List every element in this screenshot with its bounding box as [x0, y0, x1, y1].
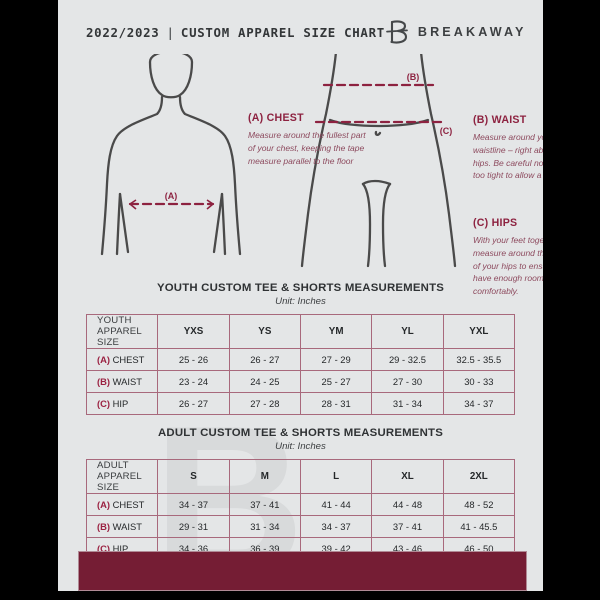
- youth-cell: 34 - 37: [442, 392, 516, 415]
- table-row: (A) CHEST 34 - 37 37 - 41 41 - 44 44 - 4…: [85, 493, 516, 516]
- youth-cell: 29 - 32.5: [371, 348, 444, 371]
- adult-header-label: ADULT APPAREL SIZE: [85, 459, 159, 494]
- youth-size-header: YXS: [157, 314, 230, 349]
- adult-cell: 37 - 41: [228, 493, 301, 516]
- adult-row-label: (A) CHEST: [85, 493, 159, 516]
- brand-logo: BREAKAWAY: [385, 18, 527, 46]
- measurement-diagram: (A) (B) (C) (A) CHEST Measure around the…: [58, 54, 543, 296]
- footer-bar: [78, 551, 527, 591]
- adult-size-header: S: [157, 459, 230, 494]
- table-row: (C) HIP 26 - 27 27 - 28 28 - 31 31 - 34 …: [85, 392, 516, 415]
- row-label-text: WAIST: [112, 521, 142, 532]
- callout-hips-body: With your feet together, measure around …: [473, 235, 543, 296]
- adult-size-table: ADULT APPAREL SIZE S M L XL 2XL (A) CHES…: [85, 459, 516, 560]
- youth-cell: 27 - 29: [299, 348, 373, 371]
- youth-header-row: YOUTH APPAREL SIZE YXS YS YM YL YXL: [85, 314, 516, 349]
- hips-line-label: (C): [440, 126, 453, 136]
- youth-table-title: YOUTH CUSTOM TEE & SHORTS MEASUREMENTS: [156, 282, 445, 294]
- row-tag: (B): [97, 521, 111, 532]
- youth-cell: 26 - 27: [228, 348, 301, 371]
- adult-cell: 29 - 31: [157, 515, 230, 538]
- row-tag: (A): [97, 499, 111, 510]
- brand-name: BREAKAWAY: [417, 25, 527, 39]
- youth-table-body: YOUTH APPAREL SIZE YXS YS YM YL YXL (A) …: [85, 314, 516, 415]
- callout-waist: (B) WAIST Measure around your natural wa…: [473, 114, 543, 182]
- adult-cell: 34 - 37: [157, 493, 230, 516]
- adult-header-row: ADULT APPAREL SIZE S M L XL 2XL: [85, 459, 516, 494]
- youth-size-header: YXL: [442, 314, 516, 349]
- youth-cell: 30 - 33: [442, 370, 516, 393]
- size-chart-page: B 2022/2023 | CUSTOM APPAREL SIZE CHART …: [58, 0, 543, 591]
- callout-chest-title: (A) CHEST: [248, 112, 304, 124]
- adult-cell: 37 - 41: [371, 515, 444, 538]
- adult-table-unit: Unit: Inches: [275, 441, 326, 452]
- youth-cell: 27 - 28: [228, 392, 301, 415]
- row-tag: (C): [97, 398, 111, 409]
- youth-cell: 28 - 31: [299, 392, 373, 415]
- body-figures-svg: (A) (B) (C): [100, 54, 457, 268]
- youth-header-label: YOUTH APPAREL SIZE: [85, 314, 159, 349]
- header-separator: |: [166, 24, 174, 40]
- adult-section: ADULT CUSTOM TEE & SHORTS MEASUREMENTS U…: [58, 427, 543, 560]
- youth-cell: 27 - 30: [371, 370, 444, 393]
- callout-waist-title: (B) WAIST: [473, 114, 527, 126]
- adult-cell: 41 - 45.5: [442, 515, 516, 538]
- youth-cell: 26 - 27: [157, 392, 230, 415]
- table-row: (B) WAIST 23 - 24 24 - 25 25 - 27 27 - 3…: [85, 370, 516, 393]
- row-label-text: WAIST: [112, 376, 142, 387]
- youth-size-header: YS: [228, 314, 301, 349]
- page-title: CUSTOM APPAREL SIZE CHART: [180, 24, 385, 40]
- callout-chest: (A) CHEST Measure around the fullest par…: [248, 112, 368, 167]
- callout-chest-body: Measure around the fullest part of your …: [248, 130, 366, 166]
- adult-table-body: ADULT APPAREL SIZE S M L XL 2XL (A) CHES…: [85, 459, 516, 560]
- youth-cell: 25 - 27: [299, 370, 373, 393]
- youth-row-label: (C) HIP: [85, 392, 159, 415]
- adult-cell: 34 - 37: [299, 515, 373, 538]
- page-header: 2022/2023 | CUSTOM APPAREL SIZE CHART BR…: [58, 0, 543, 52]
- row-tag: (B): [97, 376, 111, 387]
- youth-cell: 31 - 34: [371, 392, 444, 415]
- row-label-text: CHEST: [112, 354, 145, 365]
- youth-cell: 25 - 26: [157, 348, 230, 371]
- row-label-text: HIP: [112, 398, 129, 409]
- youth-row-label: (A) CHEST: [85, 348, 159, 371]
- youth-cell: 23 - 24: [157, 370, 230, 393]
- table-row: (A) CHEST 25 - 26 26 - 27 27 - 29 29 - 3…: [85, 348, 516, 371]
- upper-body-outline: [100, 54, 242, 256]
- row-label-text: HIP: [112, 543, 129, 554]
- chest-measure-line: [128, 199, 215, 210]
- adult-size-header: XL: [371, 459, 444, 494]
- youth-size-header: YM: [299, 314, 373, 349]
- youth-cell: 32.5 - 35.5: [442, 348, 516, 371]
- youth-size-header: YL: [371, 314, 444, 349]
- header-season: 2022/2023: [86, 24, 160, 40]
- adult-cell: 41 - 44: [299, 493, 373, 516]
- row-tag: (A): [97, 354, 111, 365]
- youth-table-unit: Unit: Inches: [275, 296, 326, 307]
- waist-line-label: (B): [407, 72, 420, 82]
- row-label-text: CHEST: [112, 499, 145, 510]
- youth-section: YOUTH CUSTOM TEE & SHORTS MEASUREMENTS U…: [58, 282, 543, 415]
- youth-size-table: YOUTH APPAREL SIZE YXS YS YM YL YXL (A) …: [85, 314, 516, 415]
- breakaway-b-monogram-icon: [386, 20, 408, 44]
- table-row: (B) WAIST 29 - 31 31 - 34 34 - 37 37 - 4…: [85, 515, 516, 538]
- youth-row-label: (B) WAIST: [85, 370, 159, 393]
- chest-line-label: (A): [165, 191, 178, 201]
- adult-table-title: ADULT CUSTOM TEE & SHORTS MEASUREMENTS: [158, 427, 443, 439]
- adult-cell: 31 - 34: [228, 515, 301, 538]
- callout-waist-body: Measure around your natural waistline – …: [473, 132, 543, 181]
- adult-row-label: (B) WAIST: [85, 515, 159, 538]
- adult-cell: 44 - 48: [371, 493, 444, 516]
- row-tag: (C): [97, 543, 111, 554]
- adult-size-header: L: [299, 459, 373, 494]
- adult-cell: 48 - 52: [442, 493, 516, 516]
- callout-hips-title: (C) HIPS: [473, 217, 518, 229]
- youth-cell: 24 - 25: [228, 370, 301, 393]
- adult-size-header: M: [228, 459, 301, 494]
- adult-size-header: 2XL: [442, 459, 516, 494]
- callout-hips: (C) HIPS With your feet together, measur…: [473, 217, 543, 298]
